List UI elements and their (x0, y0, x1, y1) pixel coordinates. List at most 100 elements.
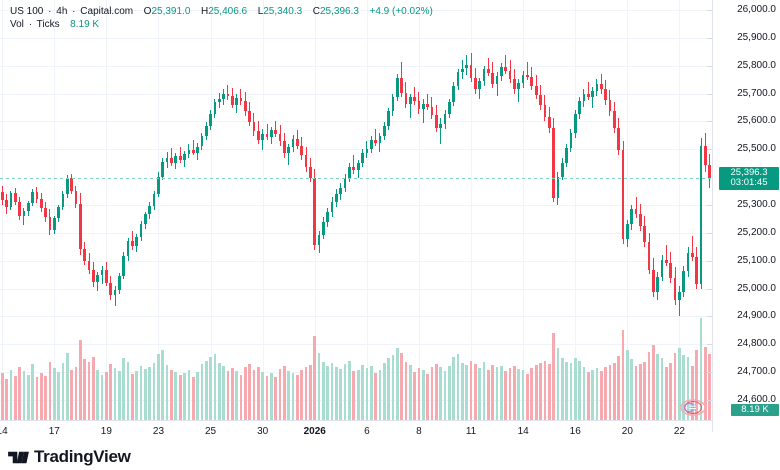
volume-band-bar (330, 402, 334, 420)
volume-band-bar (165, 402, 169, 420)
tradingview-logo[interactable]: TradingView (8, 447, 131, 467)
time-axis-tick: 19 (100, 426, 112, 437)
candle-body (26, 203, 30, 212)
volume-bar (22, 371, 26, 402)
candle-body (443, 113, 447, 124)
candle-body (539, 94, 542, 106)
volume-bar (217, 362, 221, 402)
candle-body (630, 208, 634, 224)
volume-band-bar (595, 402, 599, 420)
candle-wick (518, 79, 520, 103)
volume-bar (547, 363, 551, 402)
volume-bar (612, 362, 616, 402)
volume-bar (243, 366, 247, 402)
volume-band-bar (539, 402, 542, 420)
volume-band-bar (31, 402, 34, 420)
volume-bar (434, 363, 438, 402)
candle-body (612, 111, 616, 128)
legend-volume-row[interactable]: Vol · Ticks 8.19 K (10, 18, 433, 31)
candle-wick (275, 120, 277, 138)
candle-body (604, 89, 607, 100)
candle-body (695, 257, 699, 285)
volume-band-bar (591, 402, 594, 420)
price-tick-stub (707, 232, 712, 234)
price-axis[interactable]: 26,000.0 25,900.0 25,800.0 25,700.0 25,600.0… (712, 0, 780, 432)
volume-band-bar (487, 402, 490, 420)
candle-body (35, 191, 39, 200)
volume-band-bar (369, 402, 373, 420)
volume-bar (556, 348, 560, 402)
volume-bar (452, 357, 456, 402)
volume-bar (356, 369, 360, 402)
volume-bar (100, 374, 104, 402)
candle-wick (505, 54, 507, 75)
volume-bar (26, 374, 30, 402)
candle-body (52, 218, 56, 230)
candle-body (569, 133, 573, 148)
volume-band-bar (365, 402, 369, 420)
volume-bar (348, 360, 351, 402)
volume-band-bar (682, 402, 686, 420)
candle-wick (600, 73, 602, 94)
volume-band-bar (217, 402, 221, 420)
candle-wick (170, 147, 172, 166)
candle-wick (179, 147, 181, 163)
candle-body (187, 149, 191, 154)
candle-body (421, 103, 425, 110)
legend-open-value: 25,391.0 (151, 6, 191, 17)
volume-band-bar (200, 402, 204, 420)
candle-body (96, 275, 100, 283)
volume-bar (252, 369, 256, 402)
legend-exchange[interactable]: Capital.com (80, 6, 134, 17)
volume-band-bar (647, 402, 651, 420)
candle-body (65, 178, 69, 195)
legend-symbol[interactable]: US 100 (10, 6, 44, 17)
volume-band-bar (196, 402, 199, 420)
volume-bar (78, 340, 82, 402)
volume-band-bar (113, 402, 117, 420)
candle-body (139, 223, 143, 238)
volume-band-bar (465, 402, 469, 420)
volume-bar (309, 365, 312, 402)
volume-bar (599, 370, 603, 402)
candle-wick (665, 244, 667, 267)
candle-body (148, 206, 152, 215)
volume-bar (521, 370, 525, 402)
gridline-horizontal (0, 10, 712, 11)
current-price-badge[interactable]: 25,396.3 03:01:45 (719, 167, 779, 191)
volume-band-bar (326, 402, 330, 420)
candle-body (669, 262, 673, 278)
volume-bar (508, 368, 512, 402)
candle-body (335, 194, 338, 202)
volume-badge[interactable]: 8.19 K (731, 404, 779, 416)
volume-band-bar (61, 402, 65, 420)
volume-band-bar (686, 402, 690, 420)
volume-band-bar (395, 402, 399, 420)
volume-bar (131, 374, 134, 402)
candle-body (330, 201, 334, 213)
time-axis-tick: 23 (152, 426, 165, 437)
price-chart-pane[interactable] (0, 0, 712, 402)
volume-bar (126, 361, 130, 402)
volume-bar (48, 361, 52, 402)
legend-interval[interactable]: 4h (56, 6, 68, 17)
volume-bar (287, 370, 291, 402)
volume-bar (283, 366, 286, 402)
volume-band-bar (335, 402, 338, 420)
legend-symbol-row[interactable]: US 100 · 4h · Capital.com O25,391.0 H25,… (10, 5, 433, 18)
volume-bar (52, 368, 56, 402)
volume-band-bar (339, 402, 343, 420)
time-axis[interactable]: 14 17 19 23 25 30 2026 6 8 11 14 16 20 22 (0, 420, 712, 442)
volume-band-bar (439, 402, 442, 420)
volume-bar (517, 368, 521, 402)
volume-bar (608, 365, 612, 402)
volume-bar (361, 365, 364, 402)
time-axis-tick: 16 (569, 426, 581, 437)
volume-bar (565, 361, 568, 402)
gridline-horizontal (0, 288, 712, 290)
tradingview-wordmark: TradingView (34, 447, 131, 466)
legend-volume-value: 8.19 K (70, 19, 100, 30)
volume-bar (122, 358, 126, 402)
legend-separator-3: · (28, 19, 33, 30)
candle-body (478, 81, 482, 89)
